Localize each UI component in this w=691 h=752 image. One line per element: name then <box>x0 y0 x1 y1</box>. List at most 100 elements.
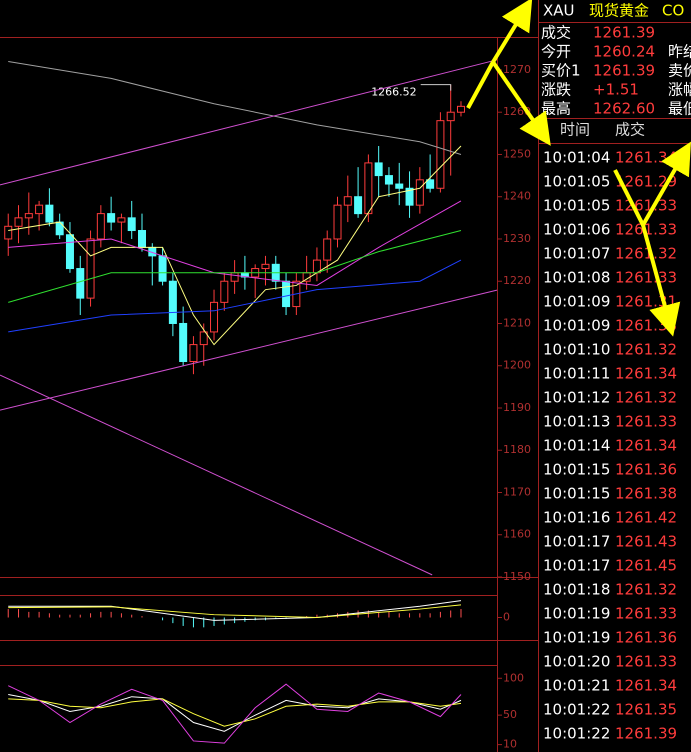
trade-time: 10:01:07 <box>543 245 610 263</box>
y-tick-label: 1250 <box>503 147 531 160</box>
trade-price: 1261.32 <box>615 389 677 407</box>
candle-body <box>456 105 465 113</box>
trade-price: 1261.34 <box>615 365 677 383</box>
candle-body <box>138 230 146 248</box>
trade-price: 1261.33 <box>615 269 677 287</box>
indicator-line <box>0 59 498 186</box>
trade-time: 10:01:04 <box>543 149 610 167</box>
quote-label: 涨跌 <box>541 81 571 99</box>
quote-label: 最低 <box>668 100 691 118</box>
quote-label: 卖价 <box>668 62 691 80</box>
candle-body <box>14 217 23 227</box>
trade-time: 10:01:09 <box>543 293 610 311</box>
candle-body <box>179 322 188 363</box>
candle-body <box>199 331 208 346</box>
trade-price: 1261.31 <box>615 293 677 311</box>
trade-price: 1261.36 <box>615 629 677 647</box>
trade-price: 1261.34 <box>615 149 677 167</box>
y-tick-label: 1220 <box>503 274 531 287</box>
candle-body <box>282 280 291 308</box>
trade-time: 10:01:10 <box>543 341 610 359</box>
candle-body <box>261 263 270 270</box>
y-tick-label: 1200 <box>503 359 531 372</box>
trade-time: 10:01:06 <box>543 221 610 239</box>
candle-body <box>354 196 363 215</box>
y-tick-label: 1170 <box>503 485 531 498</box>
quote-label: 成交 <box>541 24 571 42</box>
y-tick-label: 0 <box>503 611 510 624</box>
indicator-line <box>8 683 462 744</box>
indicator-line <box>8 145 462 346</box>
candle-body <box>364 162 373 215</box>
y-tick-label: 1240 <box>503 190 531 203</box>
trade-time: 10:01:17 <box>543 557 610 575</box>
candle-body <box>107 213 116 223</box>
trade-time: 10:01:20 <box>543 653 610 671</box>
indicator-line <box>8 230 462 303</box>
candle-body <box>65 234 74 270</box>
trade-price: 1261.33 <box>615 653 677 671</box>
high-marker <box>420 84 452 91</box>
quote-value: 1261.39 <box>593 24 655 42</box>
high-label: 1266.52 <box>371 86 417 99</box>
trade-price: 1261.35 <box>615 701 677 719</box>
trade-price: 1261.36 <box>615 461 677 479</box>
trade-time: 10:01:13 <box>543 413 610 431</box>
indicator-line <box>8 259 462 333</box>
candle-body <box>405 187 414 206</box>
instrument-code: CO <box>662 2 684 20</box>
y-tick-label: 100 <box>503 671 524 684</box>
trades-header: 时间 <box>560 121 590 139</box>
y-tick-label: 1160 <box>503 528 531 541</box>
y-tick-label: 1150 <box>503 570 531 583</box>
quote-label: 买价1 <box>541 62 581 80</box>
trade-time: 10:01:15 <box>543 461 610 479</box>
trade-time: 10:01:15 <box>543 485 610 503</box>
trade-time: 10:01:05 <box>543 173 610 191</box>
trade-price: 1261.32 <box>615 341 677 359</box>
quote-label: 今开 <box>541 43 571 61</box>
y-tick-label: 1180 <box>503 443 531 456</box>
candle-body <box>210 301 219 333</box>
quote-value: 1260.24 <box>593 43 655 61</box>
y-tick-label: 1270 <box>503 63 531 76</box>
indicator-line <box>0 289 498 411</box>
candle-body <box>395 183 404 189</box>
trade-price: 1261.32 <box>615 581 677 599</box>
trade-time: 10:01:16 <box>543 509 610 527</box>
candle-body <box>45 204 54 223</box>
candle-body <box>35 204 44 215</box>
quote-value: 1261.39 <box>593 62 655 80</box>
candle-body <box>220 280 229 303</box>
candle-body <box>230 272 239 282</box>
indicator-line <box>8 694 462 732</box>
candle-body <box>96 213 105 240</box>
indicator-line <box>8 600 462 621</box>
quote-value: +1.51 <box>593 81 639 99</box>
symbol: XAU <box>543 2 575 20</box>
trade-price: 1261.45 <box>615 557 677 575</box>
y-tick-label: 50 <box>503 708 517 721</box>
quote-label: 最高 <box>541 100 571 118</box>
trade-time: 10:01:17 <box>543 533 610 551</box>
quote-label: 昨结 <box>668 43 691 61</box>
trade-time: 10:01:22 <box>543 701 610 719</box>
trade-time: 10:01:11 <box>543 365 610 383</box>
candle-body <box>415 179 424 206</box>
candle-body <box>302 272 311 282</box>
trade-price: 1261.34 <box>615 677 677 695</box>
trade-price: 1261.43 <box>615 533 677 551</box>
indicator-line <box>8 604 462 619</box>
indicator-line <box>8 61 462 155</box>
trades-header: 成交 <box>615 121 645 139</box>
trade-price: 1261.39 <box>615 725 677 743</box>
candle-body <box>343 196 352 206</box>
trade-time: 10:01:14 <box>543 437 610 455</box>
quote-value: 1262.60 <box>593 100 655 118</box>
candle-body <box>333 204 342 240</box>
y-tick-label: 1230 <box>503 232 531 245</box>
